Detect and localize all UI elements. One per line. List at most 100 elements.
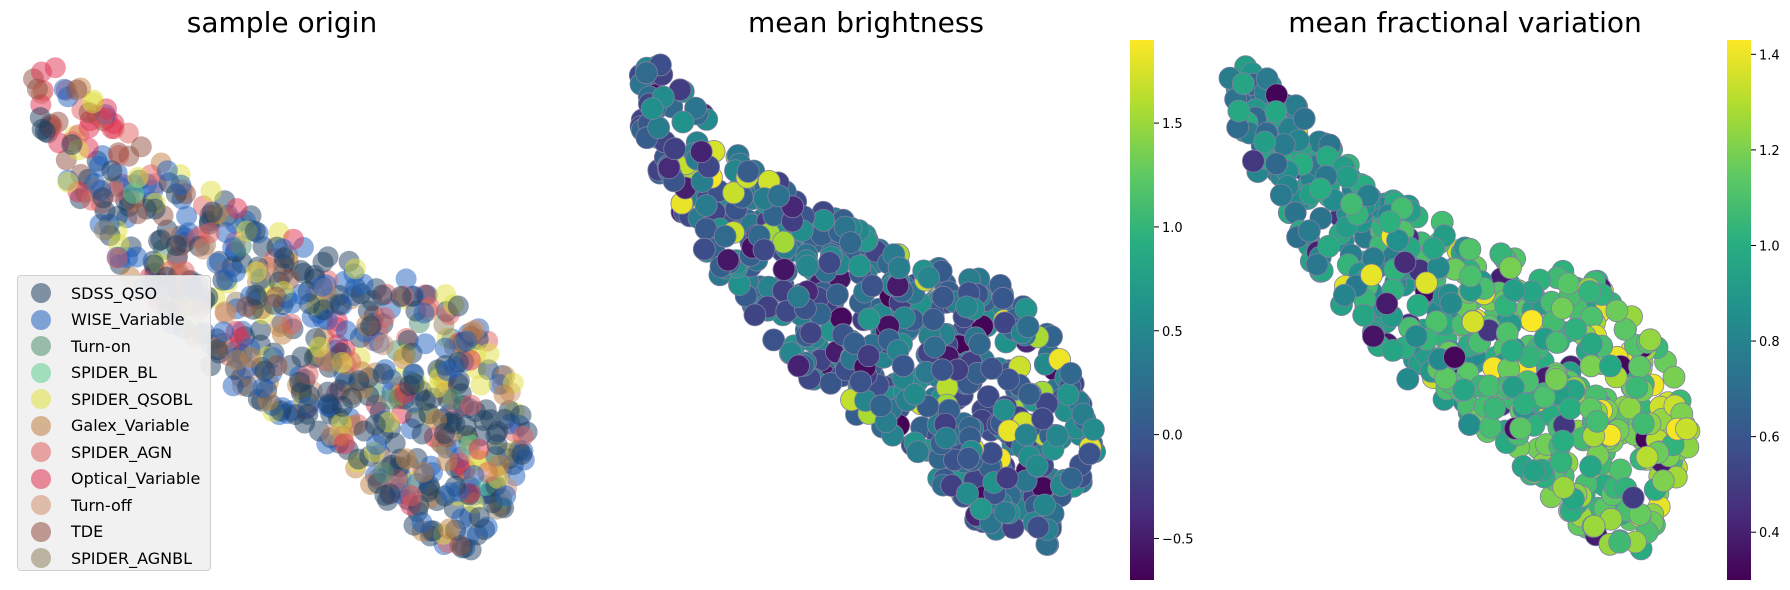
legend-item: WISE_Variable [18, 307, 210, 334]
scatter-point [1477, 374, 1501, 398]
legend-label: Galex_Variable [71, 416, 190, 436]
scatter-point [468, 506, 490, 528]
scatter-point [1599, 354, 1622, 378]
scatter-point [213, 321, 234, 343]
scatter-point [1458, 237, 1482, 261]
scatter-point [1305, 253, 1329, 276]
scatter-point [993, 501, 1017, 524]
scatter-point [106, 247, 128, 269]
scatter-point [1651, 469, 1675, 493]
scatter-point [1025, 454, 1049, 478]
scatter-point [995, 466, 1019, 490]
scatter-point [165, 235, 187, 257]
scatter-point [713, 224, 737, 248]
legend-label: SPIDER_AGNBL [71, 548, 192, 568]
scatter-point [374, 484, 396, 506]
scatter-point [1580, 332, 1603, 356]
scatter-point [201, 201, 223, 223]
scatter-point [1422, 236, 1445, 260]
scatter-point [787, 354, 810, 378]
scatter-point [1483, 396, 1506, 420]
scatter-point [333, 433, 355, 455]
scatter-point [968, 332, 991, 356]
scatter-point [510, 404, 532, 426]
scatter-point [245, 261, 267, 283]
legend-sample-origin: SDSS_QSO WISE_Variable Turn-on SPIDER_BL… [17, 275, 211, 571]
legend-label: Turn-off [71, 495, 132, 515]
scatter-point [1292, 107, 1316, 131]
scatter-point [493, 384, 515, 406]
scatter-point [955, 295, 979, 319]
scatter-point [364, 414, 386, 436]
scatter-point [869, 394, 893, 418]
scatter-point [436, 360, 458, 382]
scatter-point [417, 481, 439, 503]
scatter-points-sample-origin [23, 57, 538, 561]
scatter-point [82, 92, 104, 114]
legend-item: SPIDER_QSOBL [18, 386, 210, 413]
scatter-point [635, 61, 658, 85]
scatter-point [1362, 324, 1385, 348]
scatter-point [1564, 317, 1587, 341]
scatter-point [93, 219, 115, 241]
scatter-point [1635, 445, 1659, 469]
scatter-point [993, 311, 1017, 335]
scatter-point [647, 116, 670, 140]
legend-label: Turn-on [71, 336, 131, 356]
scatter-point [31, 118, 53, 140]
scatter-point [331, 395, 353, 417]
legend-item: TDE [18, 519, 210, 546]
panel-title-mean-brightness: mean brightness [748, 6, 984, 39]
scatter-point [991, 286, 1015, 310]
scatter-point [372, 363, 394, 385]
scatter-point [372, 334, 394, 356]
scatter-point [796, 254, 819, 278]
scatter-point [1458, 413, 1481, 437]
scatter-point [1544, 367, 1568, 391]
scatter-point [1404, 324, 1428, 348]
scatter-point [1638, 328, 1662, 352]
scatter-point [61, 134, 83, 155]
legend-label: SPIDER_AGN [71, 442, 173, 462]
scatter-point [1578, 280, 1602, 304]
scatter-point [126, 203, 148, 225]
scatter-points-mean-brightness [628, 53, 1106, 556]
scatter-point [1082, 417, 1105, 441]
scatter-point [207, 339, 228, 361]
scatter-point [1060, 466, 1083, 490]
scatter-point [1014, 423, 1038, 447]
scatter-point [1513, 392, 1536, 416]
scatter-point [412, 461, 434, 483]
scatter-point [1375, 292, 1399, 316]
scatter-point [404, 407, 426, 429]
scatter-point [1264, 100, 1288, 123]
legend-marker-spider-qsobl [31, 389, 51, 410]
scatter-point [392, 347, 414, 369]
scatter-point [252, 377, 274, 399]
legend-item: SPIDER_AGNBL [18, 545, 210, 572]
scatter-point [311, 275, 333, 297]
scatter-point [1549, 450, 1573, 474]
colorbar-ticks-mean-fractional-variation: 0.4 0.6 0.8 1.0 1.2 1.4 [1751, 48, 1780, 541]
scatter-point [291, 346, 313, 368]
scatter-point [1297, 219, 1321, 243]
scatter-point [215, 222, 237, 243]
scatter-point [438, 518, 460, 540]
scatter-point [1078, 442, 1101, 466]
scatter-point [956, 482, 979, 505]
scatter-point [436, 450, 458, 472]
scatter-point [1552, 476, 1575, 499]
scatter-point [470, 374, 492, 396]
colorbar-ticks-mean-brightness: −0.5 0.0 0.5 1.0 1.5 [1154, 117, 1194, 547]
scatter-point [478, 343, 500, 365]
scatter-point [787, 285, 810, 309]
scatter-point [344, 258, 366, 280]
colorbar-tick-label: 0.0 [1162, 429, 1183, 444]
scatter-point [1017, 382, 1041, 406]
scatter-point [170, 174, 192, 196]
scatter-point [1434, 366, 1457, 390]
scatter-point [857, 344, 880, 368]
scatter-point [371, 284, 393, 306]
scatter-point [372, 462, 394, 483]
scatter-point [1545, 331, 1569, 354]
